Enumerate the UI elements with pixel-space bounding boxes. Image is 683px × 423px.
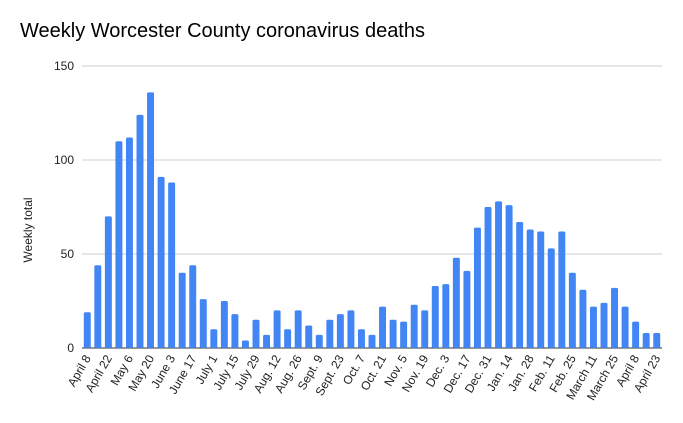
bar — [252, 319, 260, 348]
bar — [157, 176, 165, 348]
bar — [537, 231, 545, 348]
bar — [600, 302, 608, 348]
bar — [421, 310, 429, 348]
bar — [241, 340, 249, 348]
bar — [589, 306, 597, 348]
bar — [495, 201, 503, 348]
bar — [178, 272, 186, 348]
y-tick-labels: 0 50 100 150 — [54, 59, 74, 355]
bar — [431, 285, 439, 348]
bar — [516, 222, 524, 348]
y-tick-label: 150 — [54, 59, 74, 73]
bar — [558, 231, 566, 348]
bar — [526, 229, 534, 348]
bar — [568, 272, 576, 348]
bar — [463, 270, 471, 348]
bar — [315, 334, 323, 348]
bar — [347, 310, 355, 348]
bar — [621, 306, 629, 348]
bar — [273, 310, 281, 348]
bar — [136, 114, 144, 348]
bar — [284, 329, 292, 348]
bar — [653, 332, 661, 348]
bar — [168, 182, 176, 348]
bar — [305, 325, 313, 348]
bar — [368, 334, 376, 348]
bar — [336, 314, 344, 348]
bars — [83, 92, 661, 348]
bar — [547, 248, 555, 348]
bar — [231, 314, 239, 348]
bar — [199, 299, 207, 348]
y-tick-label: 0 — [67, 341, 74, 355]
bar — [410, 304, 418, 348]
bar — [389, 319, 397, 348]
y-axis-label: Weekly total — [21, 197, 35, 262]
chart-title: Weekly Worcester County coronavirus deat… — [20, 20, 425, 42]
y-tick-label: 100 — [54, 153, 74, 167]
bar — [632, 321, 640, 348]
bar — [125, 137, 133, 348]
bar — [115, 141, 123, 348]
bar — [210, 329, 218, 348]
bar — [147, 92, 155, 348]
bar — [442, 284, 450, 348]
bar — [83, 312, 91, 348]
bar — [220, 301, 228, 348]
bar — [452, 257, 460, 348]
bar — [400, 321, 408, 348]
bar — [473, 227, 481, 348]
bar — [189, 265, 197, 348]
bar — [611, 287, 619, 348]
bar — [326, 319, 334, 348]
bar — [379, 306, 387, 348]
bar — [579, 289, 587, 348]
bar — [642, 332, 650, 348]
bar — [94, 265, 102, 348]
bar — [505, 205, 513, 348]
y-tick-label: 50 — [61, 247, 75, 261]
bar — [294, 310, 302, 348]
bar — [357, 329, 365, 348]
bar — [104, 216, 112, 348]
bar — [263, 334, 271, 348]
bar — [484, 207, 492, 348]
